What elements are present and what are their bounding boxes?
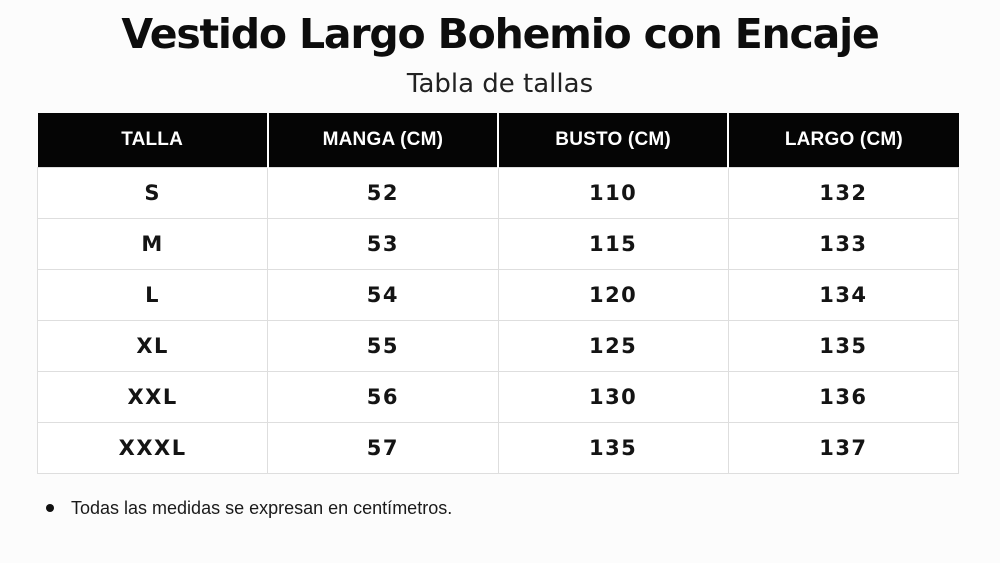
bust-cell: 130 xyxy=(497,371,729,423)
sleeve-cell: 56 xyxy=(267,371,499,423)
sleeve-cell: 54 xyxy=(267,269,499,321)
column-header-busto: BUSTO (CM) xyxy=(496,113,729,168)
bust-cell: 115 xyxy=(497,218,729,270)
length-cell: 132 xyxy=(727,167,960,219)
sleeve-cell: 57 xyxy=(267,422,499,474)
table-row: XXXL 57 135 137 xyxy=(36,422,960,474)
column-header-manga: MANGA (CM) xyxy=(266,113,498,168)
table-row: M 53 115 133 xyxy=(36,218,960,270)
length-cell: 137 xyxy=(727,422,960,474)
size-cell: S xyxy=(36,167,269,219)
footnote: Todas las medidas se expresan en centíme… xyxy=(40,495,452,521)
table-row: XXL 56 130 136 xyxy=(36,371,960,423)
page-title: Vestido Largo Bohemio con Encaje xyxy=(121,10,879,58)
length-cell: 134 xyxy=(727,269,960,321)
size-chart-table: TALLA MANGA (CM) BUSTO (CM) LARGO (CM) S… xyxy=(36,113,960,474)
sleeve-cell: 52 xyxy=(267,167,499,219)
size-cell: L xyxy=(36,269,269,321)
bust-cell: 110 xyxy=(497,167,729,219)
table-header-row: TALLA MANGA (CM) BUSTO (CM) LARGO (CM) xyxy=(37,113,959,168)
sleeve-cell: 55 xyxy=(267,320,499,372)
size-cell: XXXL xyxy=(36,422,269,474)
sleeve-cell: 53 xyxy=(267,218,499,270)
column-header-talla: TALLA xyxy=(37,113,268,168)
bust-cell: 125 xyxy=(497,320,729,372)
size-cell: XL xyxy=(36,320,269,372)
length-cell: 136 xyxy=(727,371,960,423)
footnote-text: Todas las medidas se expresan en centíme… xyxy=(71,497,453,518)
bust-cell: 120 xyxy=(497,269,729,321)
table-row: S 52 110 132 xyxy=(36,167,960,219)
table-row: L 54 120 134 xyxy=(36,269,960,321)
table-row: XL 55 125 135 xyxy=(36,320,960,372)
bust-cell: 135 xyxy=(497,422,729,474)
bullet-icon xyxy=(46,504,54,512)
page-subtitle: Tabla de tallas xyxy=(406,69,594,99)
size-cell: XXL xyxy=(36,371,269,423)
length-cell: 133 xyxy=(727,218,960,270)
column-header-largo: LARGO (CM) xyxy=(727,113,959,168)
length-cell: 135 xyxy=(727,320,960,372)
size-cell: M xyxy=(36,218,269,270)
